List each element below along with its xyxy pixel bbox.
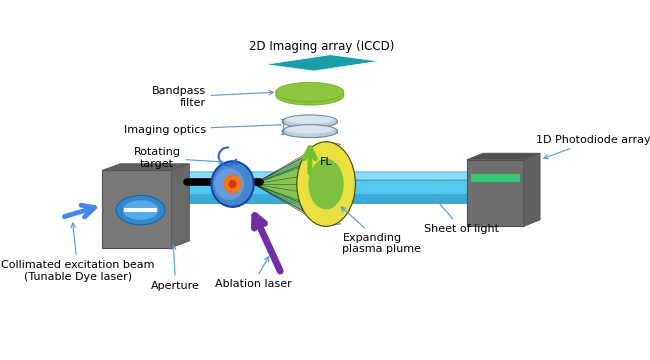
- Polygon shape: [102, 170, 172, 248]
- Ellipse shape: [276, 82, 344, 102]
- Polygon shape: [172, 164, 189, 248]
- Text: Ablation laser: Ablation laser: [214, 257, 291, 289]
- Polygon shape: [254, 145, 326, 223]
- Polygon shape: [471, 174, 520, 183]
- Ellipse shape: [211, 161, 254, 207]
- Polygon shape: [254, 154, 326, 214]
- Text: 1D Photodiode array: 1D Photodiode array: [536, 135, 650, 159]
- Polygon shape: [276, 92, 344, 95]
- Ellipse shape: [285, 126, 334, 134]
- Ellipse shape: [229, 180, 237, 188]
- Polygon shape: [179, 180, 479, 203]
- Text: Sheet of light: Sheet of light: [424, 198, 499, 234]
- Text: 2D Imaging array (ICCD): 2D Imaging array (ICCD): [250, 40, 395, 53]
- Text: Collimated excitation beam
(Tunable Dye laser): Collimated excitation beam (Tunable Dye …: [1, 223, 155, 282]
- Ellipse shape: [309, 159, 344, 210]
- Text: Bandpass
filter: Bandpass filter: [151, 86, 273, 108]
- Ellipse shape: [282, 115, 337, 128]
- Polygon shape: [254, 184, 326, 226]
- Text: Expanding
plasma plume: Expanding plasma plume: [341, 207, 421, 254]
- Polygon shape: [102, 164, 189, 170]
- Polygon shape: [179, 172, 488, 180]
- Polygon shape: [254, 142, 326, 184]
- Ellipse shape: [276, 86, 344, 105]
- Polygon shape: [265, 55, 379, 71]
- Ellipse shape: [123, 201, 159, 220]
- Polygon shape: [124, 208, 157, 212]
- Text: Imaging optics: Imaging optics: [124, 125, 281, 135]
- Polygon shape: [467, 153, 540, 159]
- Polygon shape: [282, 121, 337, 124]
- Text: Aperture: Aperture: [151, 245, 200, 291]
- Ellipse shape: [214, 168, 244, 200]
- Polygon shape: [254, 142, 341, 226]
- Polygon shape: [282, 131, 337, 134]
- Ellipse shape: [282, 125, 337, 138]
- Text: FL: FL: [320, 157, 332, 167]
- Polygon shape: [179, 195, 488, 203]
- Text: Rotating
target: Rotating target: [133, 147, 223, 169]
- Polygon shape: [467, 159, 524, 226]
- Ellipse shape: [297, 142, 356, 226]
- Polygon shape: [524, 153, 540, 226]
- Ellipse shape: [116, 195, 165, 225]
- Ellipse shape: [224, 174, 242, 194]
- Ellipse shape: [285, 116, 334, 124]
